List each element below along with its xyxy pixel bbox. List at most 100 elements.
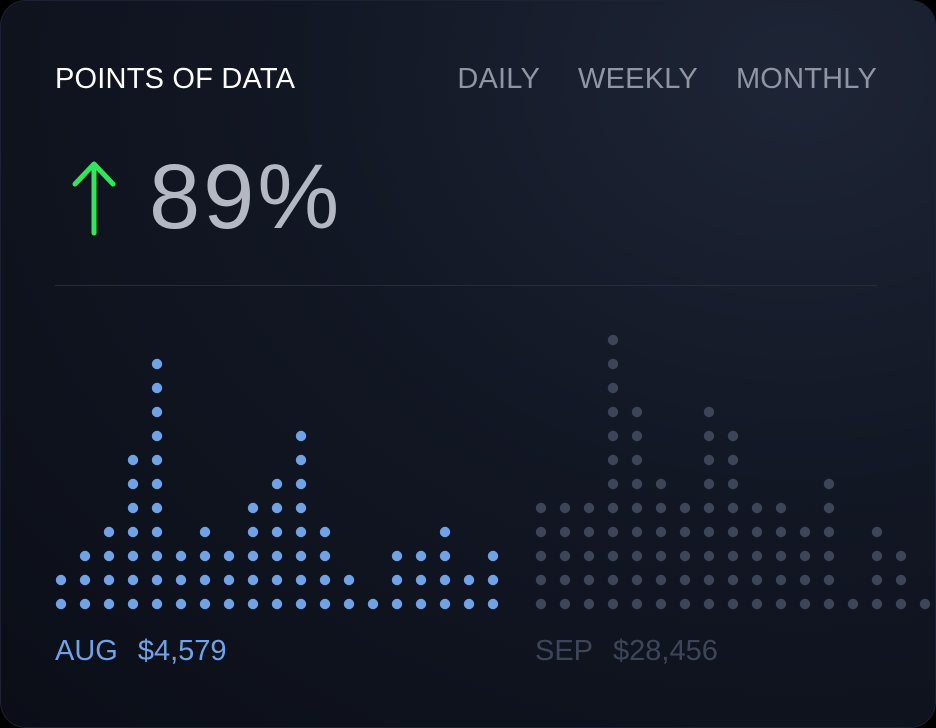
data-dot xyxy=(175,598,187,610)
data-dot xyxy=(199,526,211,538)
month-name: AUG xyxy=(55,635,118,667)
data-dot xyxy=(319,550,331,562)
bar-column xyxy=(103,526,115,610)
data-dot xyxy=(583,598,595,610)
data-dot xyxy=(151,550,163,562)
bar-column xyxy=(823,478,835,610)
data-dot xyxy=(631,598,643,610)
data-dot xyxy=(703,454,715,466)
kpi-value: 89% xyxy=(149,146,343,248)
bar-column xyxy=(703,406,715,610)
data-dot xyxy=(295,574,307,586)
data-dot xyxy=(175,550,187,562)
data-dot xyxy=(199,574,211,586)
data-dot xyxy=(727,502,739,514)
data-dot xyxy=(295,478,307,490)
data-dot xyxy=(751,574,763,586)
data-dot xyxy=(655,550,667,562)
data-dot xyxy=(847,598,859,610)
data-dot xyxy=(151,358,163,370)
data-dot xyxy=(655,478,667,490)
tab-monthly[interactable]: MONTHLY xyxy=(735,63,877,95)
data-dot xyxy=(775,550,787,562)
data-dot xyxy=(895,550,907,562)
data-dot xyxy=(559,550,571,562)
bar-column xyxy=(247,502,259,610)
data-dot xyxy=(631,574,643,586)
data-dot xyxy=(607,574,619,586)
data-dot xyxy=(271,550,283,562)
bar-column xyxy=(199,526,211,610)
tab-weekly[interactable]: WEEKLY xyxy=(578,63,698,95)
bar-column xyxy=(271,478,283,610)
bar-column xyxy=(775,502,787,610)
data-dot xyxy=(319,574,331,586)
data-dot xyxy=(367,598,379,610)
data-dot xyxy=(895,574,907,586)
data-dot xyxy=(271,526,283,538)
data-dot xyxy=(79,574,91,586)
data-dot xyxy=(679,598,691,610)
data-dot xyxy=(487,550,499,562)
bar-column xyxy=(679,502,691,610)
data-dot xyxy=(607,406,619,418)
data-dot xyxy=(295,550,307,562)
bar-column xyxy=(439,526,451,610)
bar-column xyxy=(223,550,235,610)
data-dot xyxy=(751,502,763,514)
data-dot xyxy=(751,550,763,562)
data-dot xyxy=(247,598,259,610)
data-dot xyxy=(415,574,427,586)
data-dot xyxy=(103,550,115,562)
bar-column xyxy=(655,478,667,610)
data-dot xyxy=(703,406,715,418)
data-dot xyxy=(871,574,883,586)
data-dot xyxy=(319,526,331,538)
tab-daily[interactable]: DAILY xyxy=(457,63,541,95)
data-dot xyxy=(151,430,163,442)
data-dot xyxy=(607,526,619,538)
data-dot xyxy=(247,574,259,586)
bar-column xyxy=(583,502,595,610)
divider xyxy=(55,285,877,286)
data-dot xyxy=(823,526,835,538)
card-title: POINTS OF DATA xyxy=(55,63,296,95)
data-dot xyxy=(247,502,259,514)
data-dot xyxy=(151,454,163,466)
data-dot xyxy=(535,502,547,514)
data-dot xyxy=(271,598,283,610)
data-dot xyxy=(439,574,451,586)
data-dot xyxy=(823,598,835,610)
data-dot xyxy=(871,598,883,610)
data-dot xyxy=(79,550,91,562)
data-dot xyxy=(295,598,307,610)
data-dot xyxy=(55,574,67,586)
data-dot xyxy=(703,478,715,490)
data-dot xyxy=(343,598,355,610)
data-dot xyxy=(727,454,739,466)
data-dot xyxy=(463,598,475,610)
data-dot xyxy=(583,502,595,514)
data-dot xyxy=(751,598,763,610)
data-dot xyxy=(679,526,691,538)
data-dot xyxy=(607,430,619,442)
bar-column xyxy=(79,550,91,610)
bar-column xyxy=(847,598,859,610)
period-tabs: DAILY WEEKLY MONTHLY xyxy=(457,63,877,96)
data-dot xyxy=(55,598,67,610)
data-dot xyxy=(583,574,595,586)
data-dot xyxy=(199,598,211,610)
data-dot xyxy=(175,574,187,586)
data-dot xyxy=(703,550,715,562)
data-dot xyxy=(727,574,739,586)
data-dot xyxy=(223,598,235,610)
data-dot xyxy=(79,598,91,610)
data-dot xyxy=(271,574,283,586)
bar-column xyxy=(463,574,475,610)
data-dot xyxy=(199,550,211,562)
data-dot xyxy=(679,502,691,514)
bar-column xyxy=(631,406,643,610)
data-dot xyxy=(823,550,835,562)
data-dot xyxy=(607,382,619,394)
